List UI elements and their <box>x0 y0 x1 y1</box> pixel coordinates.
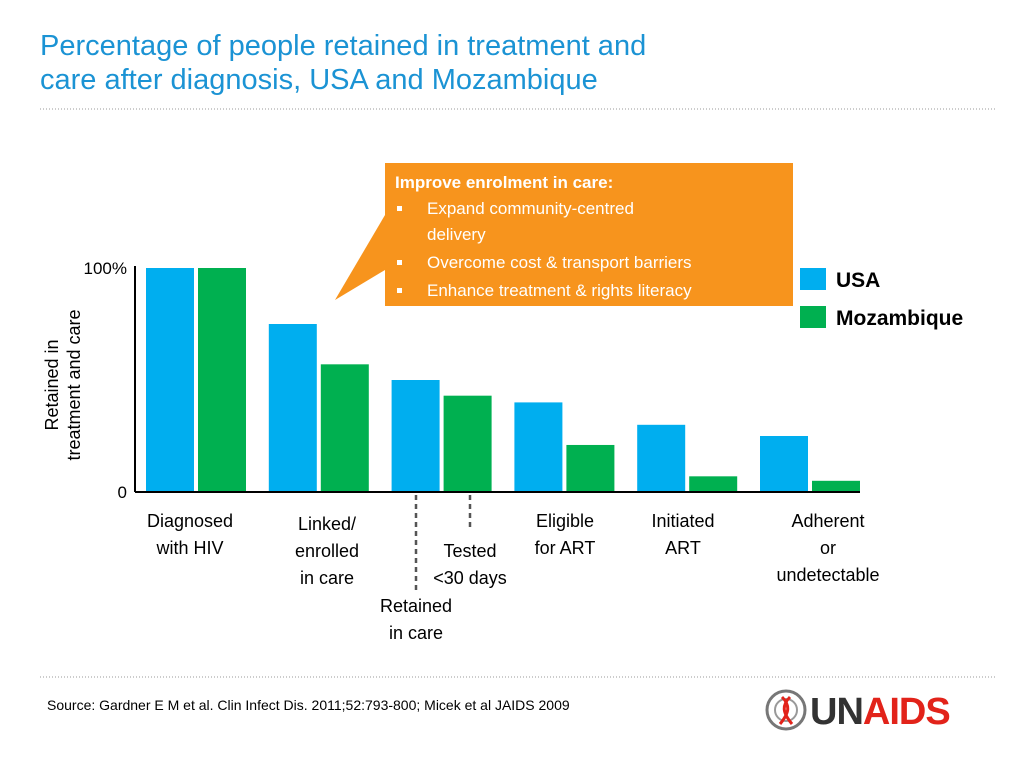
legend-label: USA <box>836 269 880 292</box>
x-tick-label: Eligible for ART <box>535 511 596 558</box>
bullet <box>397 288 402 293</box>
bar <box>566 444 615 492</box>
x-tick-label: Diagnosed with HIV <box>147 511 233 558</box>
bar <box>812 480 860 492</box>
callout-bullet: Expand community-centred delivery <box>427 199 634 244</box>
x-tick-label: Linked/enrolled in care <box>295 514 359 588</box>
bar <box>198 268 246 492</box>
bullet <box>397 206 402 211</box>
callout-pointer <box>335 215 385 300</box>
x-tick-label: Initiated ART <box>651 511 714 558</box>
x-tick-label: Retained in care <box>380 596 452 643</box>
annotation: Tested <30 days <box>433 541 507 588</box>
bar <box>391 380 440 492</box>
bar <box>268 324 317 492</box>
callout-title: Improve enrolment in care: <box>395 173 613 192</box>
callout-box <box>385 163 793 306</box>
bar <box>689 476 738 492</box>
logo-part: AIDS <box>863 691 950 733</box>
legend-label: Mozambique <box>836 307 963 330</box>
callout-bullet: Overcome cost & transport barriers <box>427 253 692 272</box>
y-axis-label: Retained in treatment and care <box>42 309 84 460</box>
legend-swatch <box>800 268 826 290</box>
callout-bullet: Enhance treatment & rights literacy <box>427 281 692 300</box>
bar <box>146 268 194 492</box>
x-tick-label: Adherent or undetectable <box>776 511 879 585</box>
logo-part: UN <box>810 691 863 733</box>
bar <box>443 395 492 492</box>
bar <box>514 402 563 492</box>
legend-swatch <box>800 306 826 328</box>
logo-text: UNAIDS <box>810 691 950 733</box>
bar <box>760 436 808 492</box>
chart-title: Percentage of people retained in treatme… <box>40 30 646 96</box>
bar <box>637 424 686 492</box>
logo-emblem <box>765 689 807 731</box>
bar <box>320 364 369 492</box>
y-tick-label: 0 <box>118 483 127 502</box>
bullet <box>397 260 402 265</box>
y-tick-label: 100% <box>84 259 127 278</box>
source: Source: Gardner E M et al. Clin Infect D… <box>47 697 570 713</box>
